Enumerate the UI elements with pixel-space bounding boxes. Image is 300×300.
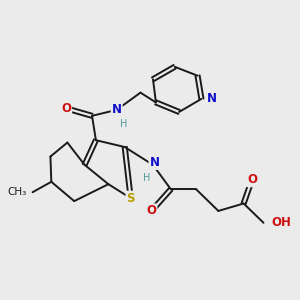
Text: CH₃: CH₃ bbox=[8, 187, 27, 197]
Text: N: N bbox=[207, 92, 217, 105]
Text: S: S bbox=[126, 192, 135, 205]
Text: N: N bbox=[149, 156, 160, 169]
Text: H: H bbox=[143, 173, 151, 183]
Text: H: H bbox=[121, 119, 128, 129]
Text: OH: OH bbox=[271, 216, 291, 229]
Text: N: N bbox=[112, 103, 122, 116]
Text: O: O bbox=[146, 204, 157, 218]
Text: O: O bbox=[247, 173, 257, 186]
Text: O: O bbox=[61, 102, 71, 115]
